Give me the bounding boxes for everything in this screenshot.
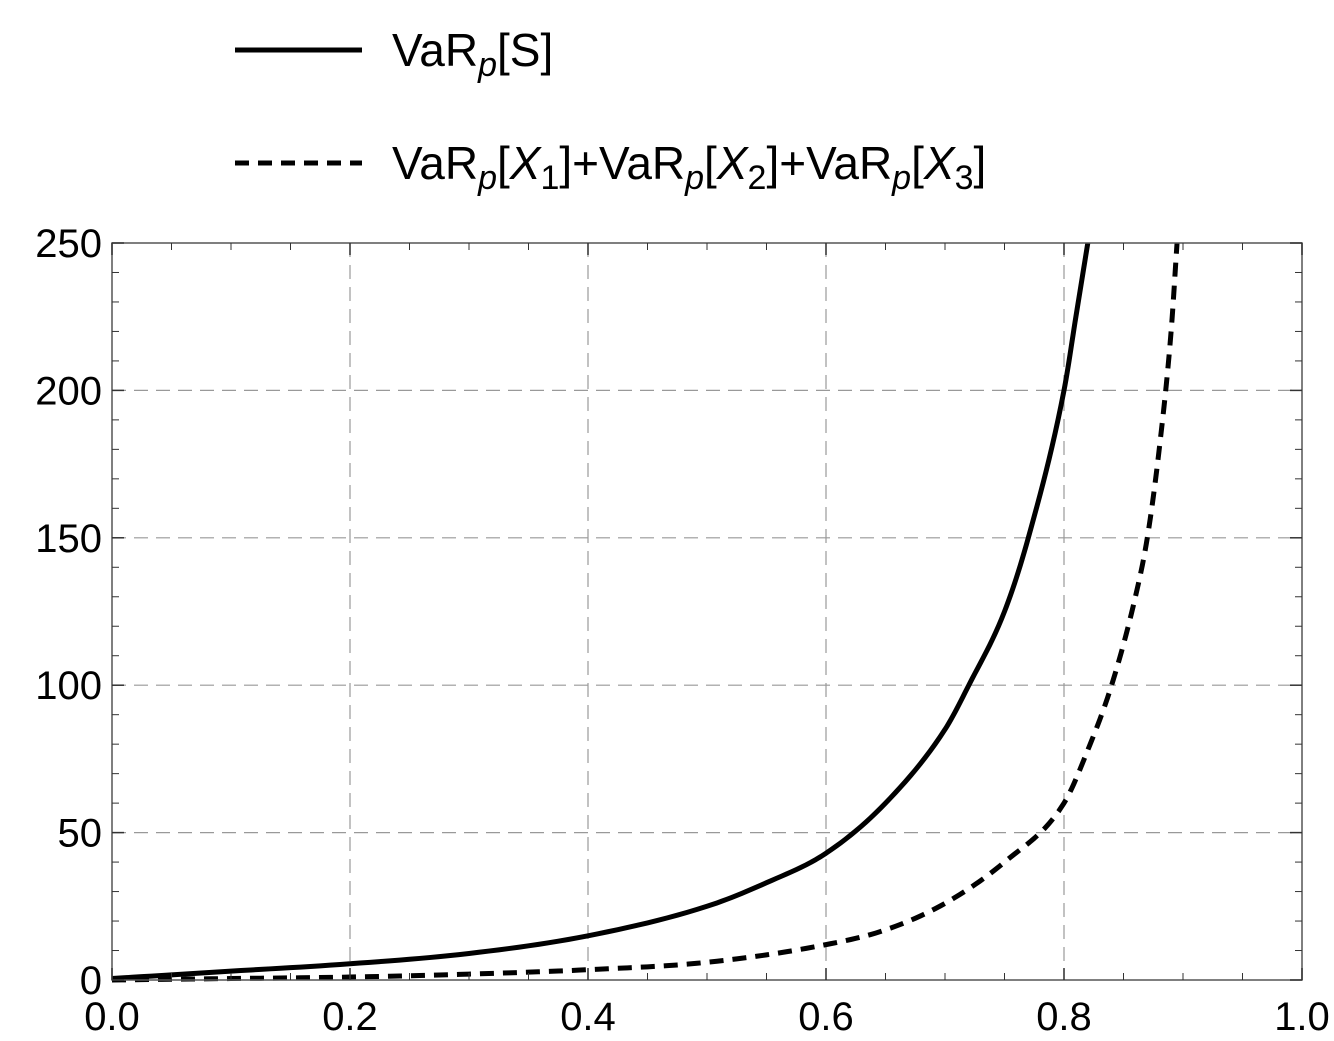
series-line-2 bbox=[111, 242, 1180, 983]
ticks bbox=[111, 242, 1303, 981]
legend-label-1: VaRp[S] bbox=[392, 24, 553, 84]
x-tick-label: 0.0 bbox=[84, 995, 140, 1039]
x-tick-label: 0.6 bbox=[798, 995, 854, 1039]
series-line-1 bbox=[111, 242, 1091, 982]
series-layer bbox=[111, 242, 1180, 983]
y-tick-label: 0 bbox=[80, 959, 102, 1003]
x-tick-label: 0.4 bbox=[560, 995, 616, 1039]
x-tick-label: 1.0 bbox=[1274, 995, 1330, 1039]
y-tick-label: 200 bbox=[35, 369, 102, 413]
legend-label-2: VaRp[X1]+VaRp[X2]+VaRp[X3] bbox=[392, 137, 986, 197]
plot-frame bbox=[111, 242, 1303, 981]
y-tick-label: 50 bbox=[58, 812, 103, 856]
x-tick-label: 0.8 bbox=[1036, 995, 1092, 1039]
legend: VaRp[S] VaRp[X1]+VaRp[X2]+VaRp[X3] bbox=[235, 24, 986, 197]
y-tick-label: 250 bbox=[35, 222, 102, 266]
grid bbox=[112, 243, 1302, 980]
tick-labels: 0.0 0.2 0.4 0.6 0.8 1.0 0 50 100 150 200 250 bbox=[35, 222, 1330, 1039]
y-tick-label: 100 bbox=[35, 664, 102, 708]
x-tick-label: 0.2 bbox=[322, 995, 378, 1039]
y-tick-label: 150 bbox=[35, 517, 102, 561]
